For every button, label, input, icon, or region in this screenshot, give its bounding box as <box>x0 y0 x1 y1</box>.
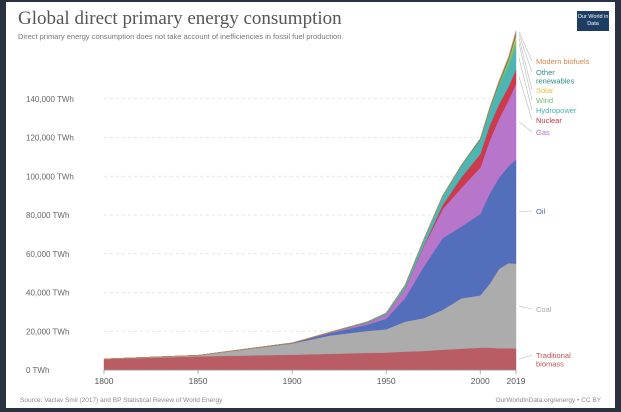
legend-connector <box>518 58 533 111</box>
legend-connector <box>518 121 533 133</box>
legend-other-renewables[interactable]: Other renewables <box>536 68 575 86</box>
legend-connector <box>518 43 533 101</box>
x-tick-label: 2000 <box>471 376 490 386</box>
legend-solar[interactable]: Solar <box>536 86 554 95</box>
x-tick-label: 1900 <box>283 376 302 386</box>
legend-connector <box>518 31 533 62</box>
chart-title: Global direct primary energy consumption <box>18 8 342 29</box>
area-layer <box>103 30 517 371</box>
x-tick-label: 1850 <box>189 376 208 386</box>
stacked-area-chart: 0 TWh 20,000 TWh 40,000 TWh 60,000 TWh 80,00… <box>26 30 590 386</box>
x-tick-label: 1950 <box>377 376 396 386</box>
legend-coal[interactable]: Coal <box>536 305 552 314</box>
legend-hydropower[interactable]: Hydropower <box>536 106 577 115</box>
legend-connector <box>518 210 533 213</box>
legend-connector <box>518 354 533 360</box>
y-tick-label: 40,000 TWh <box>26 289 69 298</box>
legend-layer: Modern biofuels Other renewablesSolarWindH… <box>518 31 590 369</box>
y-tick-label: 80,000 TWh <box>26 211 69 220</box>
legend-connector <box>518 305 533 310</box>
legend-gas[interactable]: Gas <box>536 128 550 137</box>
legend-label-part: Traditional <box>536 351 571 360</box>
owid-logo[interactable]: Our World in Data <box>577 11 609 31</box>
legend-modern-biofuels[interactable]: Modern biofuels <box>536 57 590 66</box>
y-tick-label: 140,000 TWh <box>26 95 74 104</box>
y-tick-label: 60,000 TWh <box>26 250 69 259</box>
source-note: Source: Vaclav Smil (2017) and BP Statis… <box>20 397 223 404</box>
legend-label-part: Other <box>536 68 555 77</box>
y-tick-label: 20,000 TWh <box>26 327 69 336</box>
credit-link[interactable]: OurWorldInData.org/energy • CC BY <box>495 397 601 404</box>
legend-connector <box>518 37 533 91</box>
y-tick-label: 0 TWh <box>26 366 49 375</box>
axis-layer: 0 TWh 20,000 TWh 40,000 TWh 60,000 TWh 80,00… <box>26 95 526 386</box>
chart-subtitle: Direct primary energy consumption does n… <box>18 32 344 41</box>
x-tick-label: 2019 <box>507 376 526 386</box>
legend-traditional-biomass[interactable]: Traditional biomass <box>536 351 571 369</box>
legend-wind[interactable]: Wind <box>536 96 553 105</box>
legend-oil[interactable]: Oil <box>536 207 546 216</box>
x-tick-label: 1800 <box>95 376 114 386</box>
legend-connector <box>518 76 533 121</box>
y-tick-label: 120,000 TWh <box>26 134 74 143</box>
chart-card: Global direct primary energy consumption… <box>6 2 615 408</box>
legend-connector <box>518 34 533 73</box>
area-modern-biofuels[interactable] <box>103 30 517 360</box>
legend-nuclear[interactable]: Nuclear <box>536 116 562 125</box>
legend-label-part: biomass <box>536 360 564 369</box>
legend-label-part: renewables <box>536 77 575 86</box>
y-tick-label: 100,000 TWh <box>26 172 74 181</box>
